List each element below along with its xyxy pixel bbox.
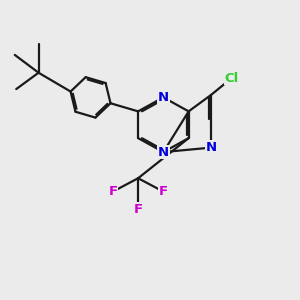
Text: F: F (134, 203, 143, 216)
Text: F: F (108, 185, 117, 198)
Text: N: N (158, 91, 169, 104)
Text: F: F (159, 185, 168, 198)
Text: N: N (158, 146, 169, 159)
Text: Cl: Cl (225, 72, 239, 85)
Text: N: N (206, 141, 217, 154)
